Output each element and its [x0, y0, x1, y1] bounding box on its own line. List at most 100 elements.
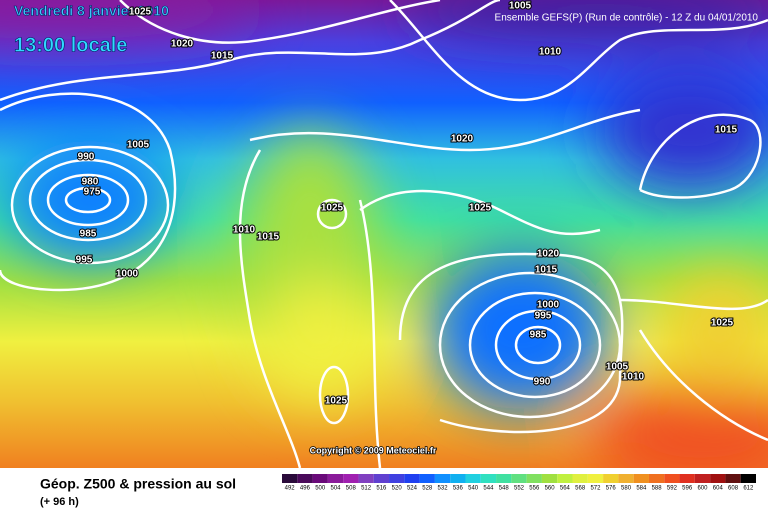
legend-swatch: [327, 474, 344, 483]
isobar-label: 1010: [539, 47, 562, 58]
isobar-label: 1015: [535, 265, 558, 276]
legend-label: 528: [422, 486, 433, 492]
isobar-label: 1005: [509, 1, 532, 12]
isobar-label: 1020: [451, 134, 474, 145]
isobar-label: 1000: [116, 269, 139, 280]
legend-swatch: [450, 474, 466, 483]
legend-swatch: [725, 474, 741, 483]
legend-label: 580: [621, 486, 632, 492]
isobar-label: 975: [84, 187, 101, 198]
legend-swatch: [404, 474, 420, 483]
map-area: Vendredi 8 janvier 2010 13:00 locale Ens…: [0, 0, 768, 468]
isobars: [0, 0, 768, 468]
legend-swatch: [434, 474, 451, 483]
legend-label: 532: [438, 486, 449, 492]
legend-swatch: [679, 474, 695, 483]
legend-swatch: [373, 474, 390, 483]
legend-swatch: [694, 474, 711, 483]
legend-swatch: [648, 474, 665, 483]
legend-label: 520: [392, 486, 403, 492]
isobar-label: 1005: [606, 362, 629, 373]
legend-label: 500: [315, 486, 326, 492]
legend-label: 588: [652, 486, 663, 492]
legend-swatch: [496, 474, 512, 483]
isobar-label: 995: [76, 255, 93, 266]
legend-label: 496: [300, 486, 311, 492]
isobar-label: 1010: [233, 225, 256, 236]
isobar-label: 1020: [171, 39, 194, 50]
legend-label: 584: [636, 486, 647, 492]
isobar-label: 985: [530, 330, 547, 341]
legend-swatch: [419, 474, 435, 483]
legend-label: 552: [514, 486, 525, 492]
legend-label: 572: [590, 486, 601, 492]
legend-swatch: [710, 474, 726, 483]
legend-label: 576: [606, 486, 617, 492]
legend-swatch: [511, 474, 527, 483]
date: Vendredi 8 janvier 2010: [14, 3, 169, 19]
legend-label: 592: [667, 486, 678, 492]
legend-swatch: [541, 474, 558, 483]
run-info: Ensemble GEFS(P) (Run de contrôle) - 12 …: [495, 13, 759, 24]
isobar-label: 1015: [715, 125, 738, 136]
legend-swatch: [587, 474, 604, 483]
legend-swatch: [603, 474, 619, 483]
legend-swatch: [633, 474, 649, 483]
isobar-label: 1025: [321, 203, 344, 214]
legend-label: 560: [545, 486, 556, 492]
legend-swatch: [297, 474, 313, 483]
legend-label: 564: [560, 486, 571, 492]
legend-label: 508: [346, 486, 357, 492]
legend-label: 540: [468, 486, 479, 492]
isobar-label: 1000: [537, 300, 560, 311]
legend-swatch: [389, 474, 405, 483]
legend-label: 548: [499, 486, 510, 492]
legend-label: 504: [331, 486, 342, 492]
legend-swatch: [480, 474, 497, 483]
isobar-label: 995: [535, 311, 552, 322]
legend-label: 556: [529, 486, 540, 492]
legend-swatch: [465, 474, 481, 483]
legend-label: 516: [376, 486, 387, 492]
legend-label: 492: [285, 486, 296, 492]
isobar-label: 1005: [127, 140, 150, 151]
legend-swatch: [572, 474, 588, 483]
legend-swatch: [282, 474, 298, 483]
legend-label: 600: [697, 486, 708, 492]
legend-label: 544: [483, 486, 494, 492]
legend-label: 568: [575, 486, 586, 492]
isobar-label: 1025: [711, 318, 734, 329]
isobar-label: 1025: [469, 203, 492, 214]
legend-label: 596: [682, 486, 693, 492]
legend-swatch: [312, 474, 328, 483]
legend-label: 512: [361, 486, 372, 492]
legend-swatch: [343, 474, 359, 483]
legend-swatch: [557, 474, 573, 483]
isobar-label: 1025: [129, 7, 152, 18]
legend-label: 604: [713, 486, 724, 492]
isobar-label: 1020: [537, 249, 560, 260]
footer-subtitle: (+ 96 h): [40, 496, 79, 508]
legend-label: 608: [728, 486, 739, 492]
legend-swatch: [664, 474, 680, 483]
legend-swatch: [618, 474, 634, 483]
isobar-label: 990: [534, 377, 551, 388]
copyright: Copyright © 2009 Meteociel.fr: [310, 445, 437, 455]
footer-title: Géop. Z500 & pression au sol: [40, 476, 236, 492]
legend-swatch: [358, 474, 374, 483]
isobar-label: 980: [82, 177, 99, 188]
legend-label: 612: [743, 486, 754, 492]
isobar-label: 1010: [622, 372, 645, 383]
local-time: 13:00 locale: [14, 34, 127, 56]
isobar-label: 1025: [325, 396, 348, 407]
isobar-label: 990: [78, 152, 95, 163]
legend-label: 524: [407, 486, 418, 492]
legend-label: 536: [453, 486, 464, 492]
legend-swatch: [526, 474, 542, 483]
isobar-label: 1015: [257, 232, 280, 243]
isobar-label: 985: [80, 229, 97, 240]
isobar-label: 1015: [211, 51, 234, 62]
legend-swatch: [740, 474, 756, 483]
